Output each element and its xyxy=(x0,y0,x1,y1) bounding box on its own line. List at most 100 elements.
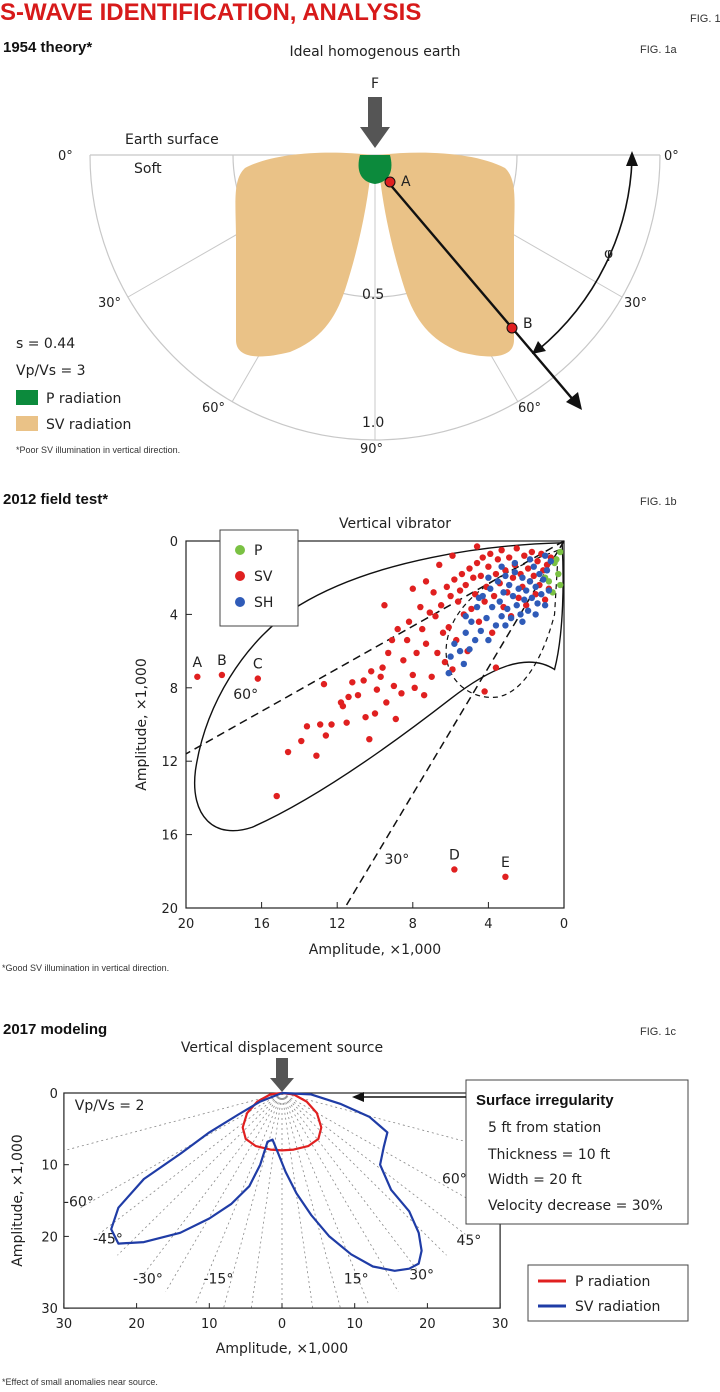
point-sv xyxy=(477,572,485,580)
panel-a-subtitle: Ideal homogenous earth xyxy=(289,44,460,60)
point-sv xyxy=(328,721,335,728)
fan-angle-label: -15° xyxy=(203,1272,233,1288)
point-sv xyxy=(515,594,522,602)
point-sv xyxy=(383,699,390,706)
legend-label-sv: SV radiation xyxy=(575,1299,660,1315)
point-sv xyxy=(373,686,381,693)
angle-label-30-right: 30° xyxy=(624,296,647,311)
c-y-tick-label: 0 xyxy=(50,1087,58,1102)
point-sv xyxy=(473,559,481,567)
legend-marker-sv xyxy=(235,571,245,581)
point-sv xyxy=(284,748,292,756)
series-p-radiation xyxy=(241,1091,323,1152)
point-sh xyxy=(540,576,547,583)
point-p xyxy=(557,581,564,589)
point-sv xyxy=(432,613,439,620)
panel-b-fig-label: FIG. 1b xyxy=(640,496,677,508)
fan-angle-label: 30° xyxy=(409,1267,434,1283)
p-radiation-blob xyxy=(358,155,392,184)
point-sv xyxy=(523,602,530,609)
point-sh xyxy=(538,591,545,598)
point-sh xyxy=(498,563,505,570)
point-sv xyxy=(541,596,549,603)
c-x-tick-label: 30 xyxy=(56,1317,73,1332)
point-sv xyxy=(458,570,466,578)
point-sv xyxy=(473,543,481,550)
labeled-point-label: D xyxy=(449,847,460,863)
point-sv xyxy=(443,583,451,591)
figure-title: S-WAVE IDENTIFICATION, ANALYSIS xyxy=(0,0,421,26)
fan-ray xyxy=(98,1092,283,1235)
point-sh xyxy=(488,603,496,611)
c-x-tick-label: 10 xyxy=(201,1317,218,1332)
c-y-axis-label: Amplitude, ×1,000 xyxy=(10,1134,26,1266)
point-sh xyxy=(526,578,534,585)
point-sv xyxy=(470,574,477,581)
point-sv xyxy=(337,699,345,706)
point-sv xyxy=(494,556,502,563)
fan-ray xyxy=(250,1092,283,1309)
info-box-line-3: Width = 20 ft xyxy=(488,1172,582,1188)
source-arrow-head xyxy=(270,1078,294,1092)
point-sv xyxy=(313,752,320,759)
x-tick-label: 16 xyxy=(253,917,270,932)
ray-a-b-arrowhead xyxy=(566,392,582,410)
point-sh xyxy=(487,585,494,592)
point-sh xyxy=(456,647,464,655)
force-arrow-shaft xyxy=(368,97,382,129)
c-x-tick-label: 0 xyxy=(278,1317,286,1332)
point-b-label: B xyxy=(523,316,533,332)
point-sh xyxy=(500,589,507,596)
labeled-point-label: B xyxy=(217,653,227,669)
point-sv xyxy=(449,552,456,559)
point-sv xyxy=(362,713,369,721)
labeled-point-label: C xyxy=(253,657,263,673)
force-arrow-head xyxy=(360,127,390,148)
c-x-axis-label: Amplitude, ×1,000 xyxy=(216,1341,348,1357)
c-y-tick-label: 10 xyxy=(41,1159,58,1174)
point-sh xyxy=(541,602,549,609)
point-sv xyxy=(388,636,396,644)
ray-a-b xyxy=(387,181,576,403)
fan-ray xyxy=(281,1092,370,1306)
point-sv xyxy=(475,618,483,625)
point-sh xyxy=(524,607,532,614)
point-sh xyxy=(483,614,490,622)
earth-surface-label: Earth surface xyxy=(125,132,219,148)
legend-label-p: P radiation xyxy=(575,1274,650,1290)
fan-ray xyxy=(165,1092,283,1292)
point-sv xyxy=(509,574,517,581)
scatter-chart: Vertical vibrator 20 16 12 8 4 0 0 4 8 12 16 20 Ampli… xyxy=(134,516,568,958)
labeled-point xyxy=(218,671,226,679)
point-sh xyxy=(504,605,511,613)
fan-ray xyxy=(281,1092,314,1309)
point-sh xyxy=(528,594,536,602)
point-sv xyxy=(513,545,520,552)
point-sv xyxy=(403,636,411,644)
panel-a-fig-label: FIG. 1a xyxy=(640,44,678,56)
sv-lobe-left xyxy=(235,152,372,357)
point-sv xyxy=(521,552,528,559)
y-tick-label: 12 xyxy=(161,755,178,770)
guide-label-60: 60° xyxy=(233,687,258,703)
angle-label-90: 90° xyxy=(360,442,383,457)
angle-label-0-left: 0° xyxy=(58,149,73,164)
source-arrow-shaft xyxy=(276,1058,288,1080)
info-box-pointer-head xyxy=(352,1092,364,1102)
soft-label: Soft xyxy=(134,161,162,177)
c-x-tick-label: 20 xyxy=(419,1317,436,1332)
point-sv xyxy=(528,548,536,556)
point-sv xyxy=(400,657,407,664)
point-sh xyxy=(468,618,475,625)
point-sh xyxy=(532,611,539,618)
point-sh xyxy=(462,629,469,636)
point-sv xyxy=(492,664,500,671)
point-p xyxy=(555,570,562,578)
panel-a-heading: 1954 theory* xyxy=(3,39,92,56)
chart-b-legend xyxy=(219,529,299,627)
point-sv xyxy=(366,735,373,743)
point-sv xyxy=(419,625,426,633)
point-sh xyxy=(502,572,509,580)
point-sv xyxy=(413,649,420,657)
